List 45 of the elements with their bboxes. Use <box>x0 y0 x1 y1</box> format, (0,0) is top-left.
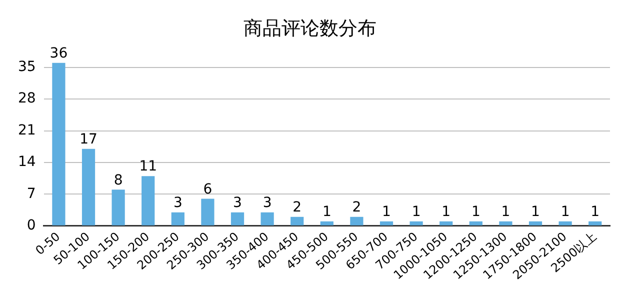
y-tick-label: 0 <box>26 218 36 234</box>
bar <box>52 62 66 226</box>
data-label: 1 <box>590 204 600 220</box>
bar <box>230 212 244 226</box>
data-label: 8 <box>114 172 123 188</box>
data-label: 36 <box>50 45 68 62</box>
data-label: 1 <box>560 204 570 220</box>
y-tick-label: 14 <box>18 154 36 170</box>
data-label: 17 <box>80 132 98 148</box>
data-label: 11 <box>139 158 158 175</box>
y-tick-label: 28 <box>18 90 36 107</box>
bar <box>380 221 394 226</box>
data-label: 1 <box>471 204 480 220</box>
bar <box>440 221 453 226</box>
bar <box>558 221 572 226</box>
bar <box>320 221 334 226</box>
data-label: 1 <box>322 204 332 220</box>
bar <box>112 190 125 226</box>
bar <box>499 221 512 226</box>
data-label: 2 <box>352 200 362 216</box>
bar <box>350 216 364 226</box>
data-label: 1 <box>382 204 391 220</box>
bar <box>410 221 423 226</box>
chart-title: 商品评论数分布 <box>244 17 376 40</box>
data-label: 2 <box>292 200 302 216</box>
bar <box>142 176 155 226</box>
y-tick-label: 21 <box>18 122 36 138</box>
data-label: 1 <box>412 204 421 220</box>
y-tick-label: 35 <box>18 58 36 75</box>
bar <box>528 221 542 226</box>
bar <box>469 221 482 226</box>
data-label: 6 <box>203 181 212 198</box>
data-label: 1 <box>531 204 540 220</box>
bar <box>588 221 602 226</box>
bar <box>82 148 96 226</box>
bar <box>201 198 214 226</box>
bar <box>260 212 274 226</box>
data-label: 3 <box>262 194 272 211</box>
data-label: 3 <box>173 194 182 211</box>
data-label: 1 <box>442 204 451 220</box>
data-label: 3 <box>233 194 242 211</box>
data-label: 1 <box>501 204 510 220</box>
bar <box>290 216 304 226</box>
y-tick-label: 7 <box>26 186 36 202</box>
bar <box>171 212 184 226</box>
